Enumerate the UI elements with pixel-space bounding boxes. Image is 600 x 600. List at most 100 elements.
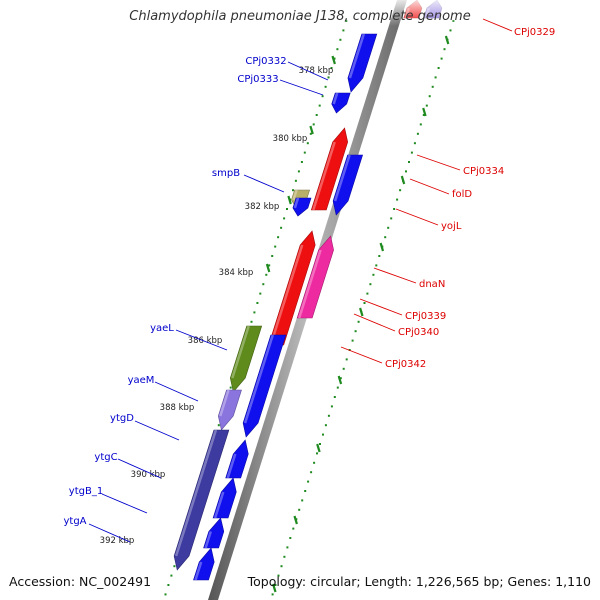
scale-dot: [336, 386, 339, 389]
major-tick: [272, 583, 277, 593]
gene-ytg[interactable]: [173, 429, 230, 571]
leader-line: [416, 154, 461, 171]
leader-line: [359, 298, 403, 316]
major-tick: [293, 515, 298, 525]
gene-label-right[interactable]: CPj0339: [405, 311, 446, 322]
scale-dot: [345, 358, 348, 361]
gene-yaeM-fwd[interactable]: [242, 334, 287, 438]
gene-ytgA[interactable]: [193, 547, 215, 581]
scale-dot: [298, 508, 301, 511]
scale-dot: [253, 311, 256, 314]
scale-dot: [301, 499, 304, 502]
gene-label-right[interactable]: CPj0342: [385, 359, 426, 370]
scale-dot: [310, 471, 313, 474]
leader-line: [287, 61, 329, 81]
scale-dot: [164, 593, 167, 596]
scale-dot: [443, 48, 446, 51]
scale-dot: [217, 424, 220, 427]
gene-label-left[interactable]: smpB: [212, 168, 240, 179]
gene-label-right[interactable]: yojL: [441, 221, 462, 232]
scale-dot: [268, 264, 271, 267]
scale-dot: [405, 170, 407, 173]
gene-ytgC[interactable]: [212, 477, 237, 519]
genome-summary-text: Topology: circular; Length: 1,226,565 bp…: [247, 574, 591, 589]
scale-dot: [256, 302, 259, 304]
scale-dot: [363, 302, 366, 304]
gene-label-left[interactable]: ytgC: [94, 452, 117, 463]
scale-dot: [330, 67, 333, 69]
scale-dot: [316, 452, 318, 455]
scale-dot: [300, 161, 303, 163]
scale-dot: [173, 565, 176, 568]
major-tick: [359, 307, 364, 317]
scale-dot: [384, 236, 387, 239]
gene-label-left[interactable]: ytgD: [110, 413, 134, 424]
scale-dot: [306, 142, 309, 145]
accession-text: Accession: NC_002491: [9, 574, 152, 589]
gene-label-right[interactable]: folD: [452, 189, 472, 200]
scale-dot: [297, 170, 300, 173]
gene-CPj0334[interactable]: [310, 127, 349, 211]
leader-line: [101, 493, 148, 514]
gene-ytgB_1[interactable]: [203, 517, 225, 549]
scale-dot: [390, 217, 393, 220]
gene-label-right[interactable]: CPj0334: [463, 166, 504, 177]
leader-line: [340, 346, 383, 364]
scale-dot: [250, 320, 253, 323]
top-fade: [330, 0, 470, 26]
gene-CPj0339[interactable]: [296, 235, 334, 319]
leader-line: [482, 18, 513, 32]
scale-dot: [327, 414, 330, 417]
scale-dot: [315, 114, 318, 116]
gene-label-left[interactable]: CPj0332: [245, 56, 286, 67]
gene-folD[interactable]: [332, 154, 364, 216]
gene-label-right[interactable]: dnaN: [419, 279, 445, 290]
scale-dot: [286, 208, 288, 210]
scale-dot: [410, 151, 413, 154]
major-tick: [287, 195, 292, 205]
scale-dot: [321, 95, 324, 98]
scale-dot: [277, 236, 280, 239]
scale-dot: [313, 461, 316, 464]
scale-dot: [312, 123, 315, 126]
gene-label-left[interactable]: CPj0333: [237, 74, 278, 85]
scale-dot: [292, 189, 294, 192]
scale-dot: [393, 208, 396, 210]
gene-label-right[interactable]: CPj0340: [398, 327, 439, 338]
leader-line: [117, 458, 162, 479]
kbp-label: 392 kbp: [100, 536, 135, 546]
gene-label-right[interactable]: CPj0329: [514, 27, 555, 38]
gene-CPj0333[interactable]: [331, 92, 351, 114]
scale-dot: [342, 29, 345, 32]
scale-dot: [378, 255, 381, 257]
scale-dot: [434, 76, 437, 79]
gene-smpB[interactable]: [292, 197, 312, 217]
leader-line: [154, 381, 199, 402]
scale-dot: [271, 255, 274, 257]
gene-label-left[interactable]: yaeM: [128, 375, 155, 386]
gene-yaeL[interactable]: [229, 325, 263, 393]
scale-dot: [437, 67, 440, 69]
gene-label-left[interactable]: yaeL: [150, 323, 174, 334]
major-tick: [444, 35, 450, 45]
scale-dot: [289, 537, 292, 539]
scale-dot: [375, 264, 378, 267]
scale-dot: [262, 283, 265, 286]
gene-label-left[interactable]: ytgB_1: [69, 486, 103, 497]
scale-dot: [428, 95, 431, 98]
map-title: Chlamydophila pneumoniae J138, complete …: [129, 9, 471, 24]
leader-line: [88, 523, 131, 543]
major-tick: [309, 125, 314, 135]
gene-CPj0332[interactable]: [347, 33, 378, 93]
leader-line: [353, 313, 396, 332]
gene-yaeM[interactable]: [217, 389, 242, 431]
kbp-label: 388 kbp: [160, 403, 195, 413]
scale-dot: [167, 584, 170, 586]
scale-dot: [431, 85, 434, 88]
kbp-label: 382 kbp: [245, 202, 280, 212]
gene-label-left[interactable]: ytgA: [63, 516, 86, 527]
scale-dot: [280, 226, 283, 229]
gene-ytgD[interactable]: [225, 439, 249, 479]
major-tick: [379, 242, 385, 252]
